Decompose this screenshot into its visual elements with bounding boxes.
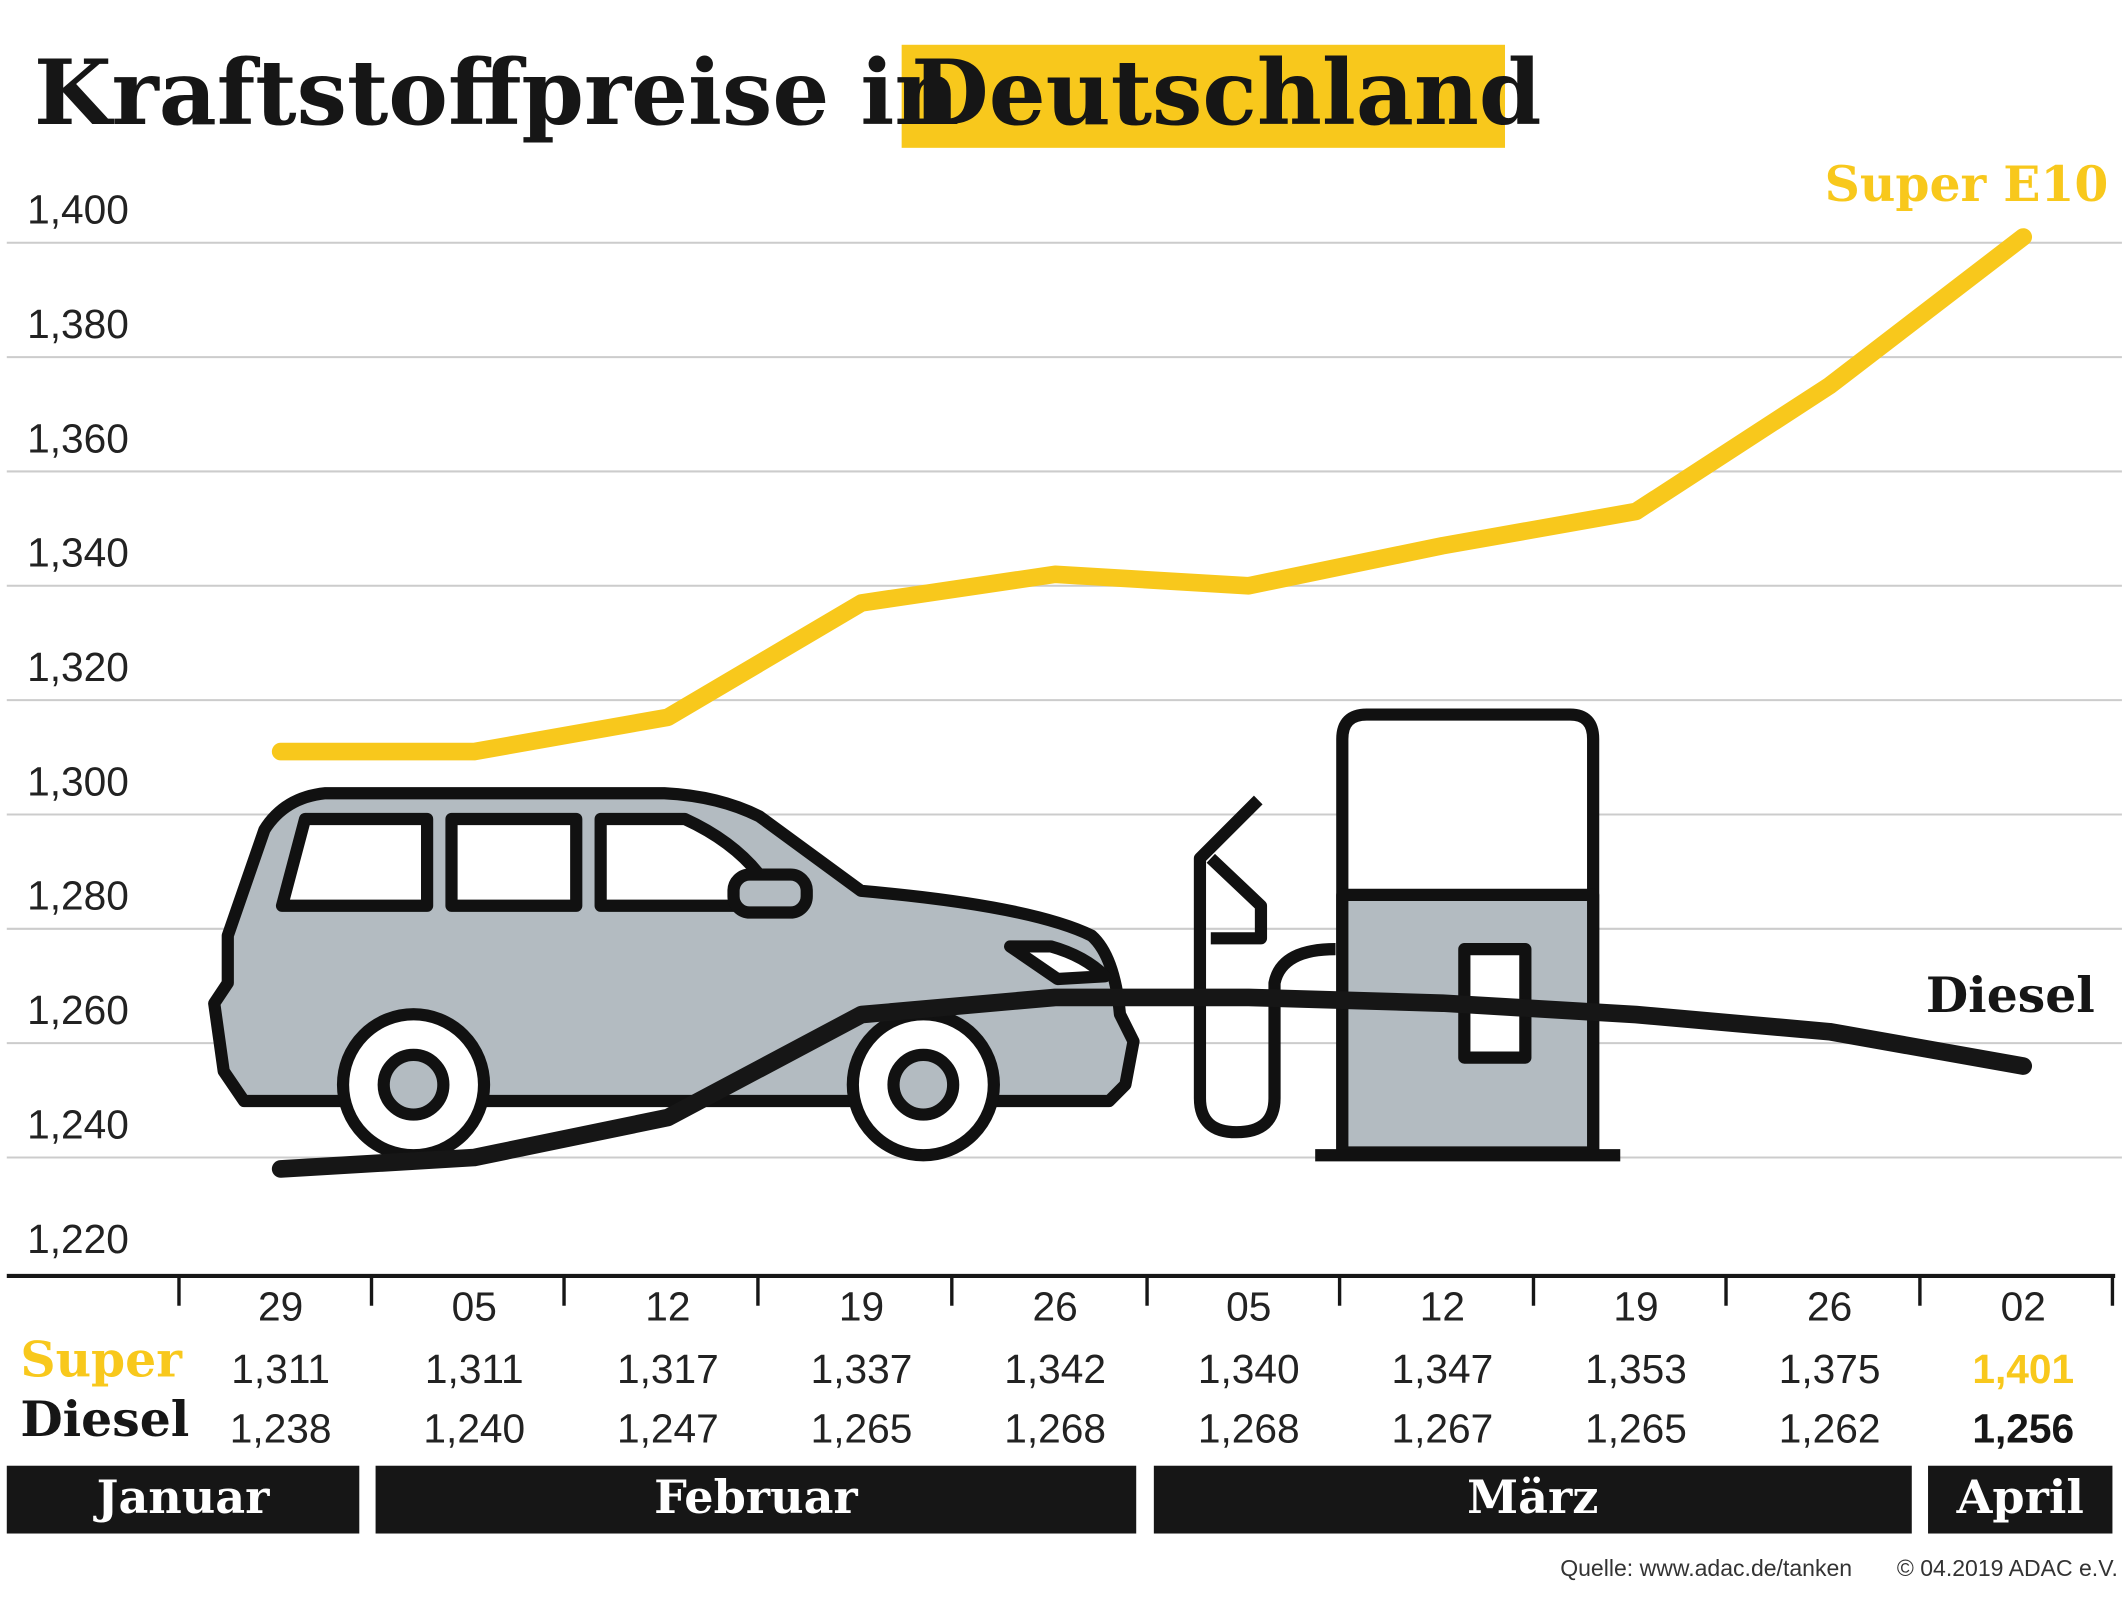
series-line — [271, 988, 2033, 1178]
value-label: 1,247 — [617, 1406, 719, 1452]
illustration — [208, 708, 1621, 1162]
y-tick-label: 1,220 — [27, 1216, 129, 1262]
value-label: 1,311 — [425, 1346, 524, 1392]
value-label: 1,240 — [423, 1406, 525, 1452]
x-tick-label: 26 — [1807, 1284, 1852, 1330]
month-bar — [375, 1465, 1137, 1534]
value-label: 1,268 — [1004, 1406, 1106, 1452]
car-light — [1004, 940, 1112, 986]
value-label: 1,311 — [231, 1346, 330, 1392]
value-label: 1,353 — [1585, 1346, 1687, 1392]
x-tick-label: 02 — [2001, 1284, 2046, 1330]
month-label: April — [1956, 1470, 2084, 1524]
nozzle — [1193, 795, 1336, 1139]
car-mirror — [727, 868, 813, 919]
y-tick-label: 1,240 — [27, 1101, 129, 1147]
y-tick-label: 1,400 — [27, 187, 129, 233]
month-bar — [1153, 1465, 1912, 1534]
value-label: 1,401 — [1972, 1346, 2074, 1392]
value-label: 1,337 — [811, 1346, 913, 1392]
x-tick-label: 05 — [1226, 1284, 1271, 1330]
x-tick-label: 12 — [1420, 1284, 1465, 1330]
value-label: 1,265 — [811, 1406, 913, 1452]
value-label: 1,262 — [1779, 1406, 1881, 1452]
value-label: 1,340 — [1198, 1346, 1300, 1392]
plot: Super E10 Diesel — [271, 155, 2109, 1178]
x-tick-label: 12 — [645, 1284, 690, 1330]
x-tick-label: 05 — [452, 1284, 497, 1330]
value-label: 1,342 — [1004, 1346, 1106, 1392]
legend-label: Super E10 — [1825, 155, 2109, 213]
value-label: 1,267 — [1391, 1406, 1493, 1452]
value-label: 1,238 — [230, 1406, 332, 1452]
series-line — [271, 228, 2033, 761]
y-tick-label: 1,340 — [27, 530, 129, 576]
source: Quelle: www.adac.de/tanken — [1560, 1555, 1852, 1581]
x-tick-label: 29 — [258, 1284, 303, 1330]
value-label: 1,375 — [1779, 1346, 1881, 1392]
month-label: März — [1467, 1470, 1598, 1524]
value-label: 1,268 — [1198, 1406, 1300, 1452]
chart-title-highlight: Deutschland — [911, 41, 1541, 146]
value-label: 1,256 — [1972, 1406, 2074, 1452]
x-tick-label: 19 — [1613, 1284, 1658, 1330]
value-label: 1,317 — [617, 1346, 719, 1392]
value-label: 1,347 — [1391, 1346, 1493, 1392]
car-windows — [275, 812, 766, 912]
chart-title: Kraftstoffpreise in — [34, 41, 960, 146]
row-label: Super — [20, 1331, 183, 1389]
title-highlight — [901, 44, 1506, 148]
month-bar — [6, 1465, 360, 1534]
y-tick-label: 1,300 — [27, 758, 129, 804]
y-tick-label: 1,360 — [27, 415, 129, 461]
month-label: Januar — [93, 1470, 271, 1524]
row-label: Diesel — [20, 1390, 189, 1448]
hub — [887, 1048, 960, 1121]
hub — [377, 1048, 450, 1121]
month-label: Februar — [654, 1470, 858, 1524]
legend-label: Diesel — [1926, 966, 2095, 1024]
x-tick-label: 19 — [839, 1284, 884, 1330]
y-tick-label: 1,280 — [27, 873, 129, 919]
y-tick-label: 1,380 — [27, 301, 129, 347]
x-tick-label: 26 — [1033, 1284, 1078, 1330]
month-bar — [1928, 1465, 2113, 1534]
y-tick-label: 1,320 — [27, 644, 129, 690]
y-tick-label: 1,260 — [27, 987, 129, 1033]
copyright: © 04.2019 ADAC e.V. — [1897, 1555, 2118, 1581]
value-label: 1,265 — [1585, 1406, 1687, 1452]
